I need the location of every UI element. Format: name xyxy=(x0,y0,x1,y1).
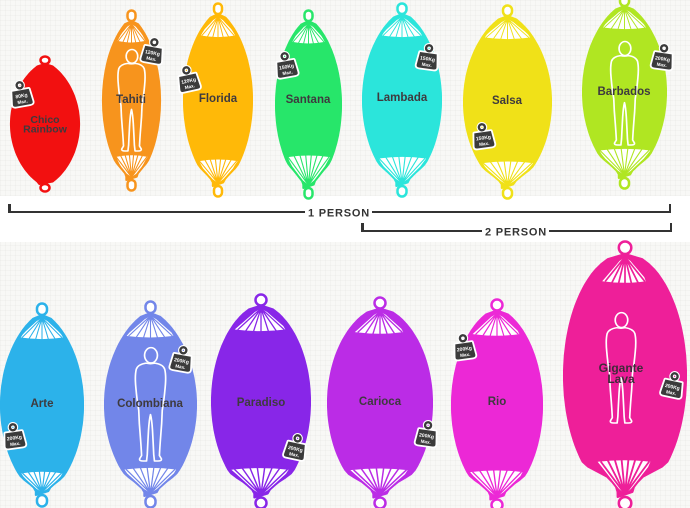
svg-text:Max.: Max. xyxy=(10,441,21,447)
svg-text:200Kg: 200Kg xyxy=(419,432,435,440)
svg-text:Max.: Max. xyxy=(146,55,157,62)
svg-text:120Kg: 120Kg xyxy=(144,49,160,58)
svg-text:Carioca: Carioca xyxy=(359,396,402,408)
svg-text:Lambada: Lambada xyxy=(377,92,428,104)
svg-text:Max.: Max. xyxy=(420,439,431,445)
svg-text:Salsa: Salsa xyxy=(492,95,523,107)
svg-text:Max.: Max. xyxy=(460,352,471,358)
svg-text:150Kg: 150Kg xyxy=(476,134,492,142)
svg-text:150Kg: 150Kg xyxy=(279,63,295,72)
svg-text:120Kg: 120Kg xyxy=(181,77,197,86)
svg-text:200Kg: 200Kg xyxy=(655,55,671,63)
svg-text:Rio: Rio xyxy=(488,396,507,408)
svg-text:Max.: Max. xyxy=(184,83,195,90)
svg-text:150Kg: 150Kg xyxy=(420,55,436,63)
svg-text:200Kg: 200Kg xyxy=(173,357,189,366)
svg-text:Max.: Max. xyxy=(175,363,186,370)
svg-text:Colombiana: Colombiana xyxy=(117,398,183,410)
svg-text:Max.: Max. xyxy=(666,389,677,396)
svg-text:Santana: Santana xyxy=(286,94,331,106)
svg-text:Barbados: Barbados xyxy=(597,86,650,98)
svg-text:200Kg: 200Kg xyxy=(7,434,23,442)
svg-text:Lava: Lava xyxy=(607,372,635,386)
svg-text:Max.: Max. xyxy=(282,69,293,76)
svg-text:2 PERSON: 2 PERSON xyxy=(485,227,547,239)
svg-text:Rainbow: Rainbow xyxy=(23,124,68,136)
svg-text:Max.: Max. xyxy=(421,62,432,68)
svg-text:1 PERSON: 1 PERSON xyxy=(308,208,370,220)
svg-text:Max.: Max. xyxy=(479,141,490,147)
svg-text:Max.: Max. xyxy=(17,98,28,105)
svg-text:Gigante: Gigante xyxy=(599,361,644,375)
svg-text:Tahiti: Tahiti xyxy=(116,94,146,106)
svg-text:200Kg: 200Kg xyxy=(664,383,680,392)
svg-text:Paradiso: Paradiso xyxy=(237,397,286,409)
svg-text:Chico: Chico xyxy=(30,114,59,126)
svg-text:Max.: Max. xyxy=(289,451,300,458)
svg-text:Florida: Florida xyxy=(199,93,238,105)
svg-text:200Kg: 200Kg xyxy=(287,445,303,454)
svg-text:Max.: Max. xyxy=(656,62,667,68)
svg-text:200Kg: 200Kg xyxy=(457,345,473,353)
svg-text:Arte: Arte xyxy=(30,398,53,410)
svg-text:80Kg: 80Kg xyxy=(15,92,28,100)
